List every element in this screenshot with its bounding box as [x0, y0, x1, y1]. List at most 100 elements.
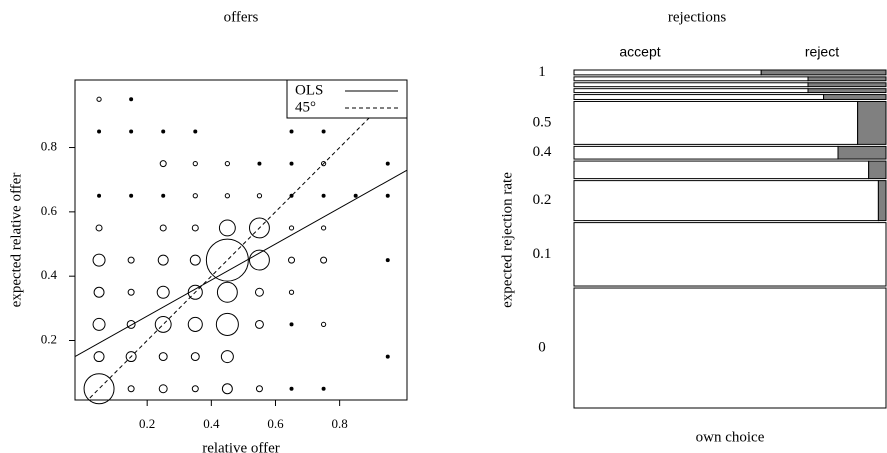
bubble — [129, 193, 134, 198]
x-tick-label: 0.6 — [267, 416, 284, 431]
bubble — [321, 129, 326, 134]
bubble — [289, 322, 294, 327]
bubble — [321, 386, 326, 391]
y-tick-label: 0.2 — [41, 331, 57, 346]
ols-line — [75, 169, 407, 358]
bubble — [189, 254, 201, 266]
bubble — [191, 385, 199, 393]
y-tick-label: 0.4 — [41, 267, 58, 282]
bubble — [187, 316, 203, 332]
bubble — [95, 224, 103, 232]
bubble — [221, 383, 233, 395]
spine-segment — [573, 69, 762, 76]
spine-segment — [573, 100, 859, 145]
spine-segment — [573, 222, 887, 287]
bubble — [154, 315, 172, 333]
chart-title: rejections — [668, 9, 726, 25]
bubble — [385, 258, 390, 263]
bubble — [127, 385, 135, 393]
bubble — [320, 256, 328, 264]
y-category-label: 1 — [538, 64, 546, 80]
bubble — [92, 253, 106, 267]
bubble — [83, 373, 115, 405]
bubble — [254, 319, 264, 329]
spine-segment — [868, 160, 887, 180]
spine-segment — [573, 88, 809, 94]
plot-frame — [74, 79, 408, 401]
y-category-label: 0.4 — [533, 144, 552, 160]
bubble — [248, 217, 270, 239]
bubble — [248, 249, 270, 271]
spine-segment — [573, 160, 870, 180]
y-tick-label: 0.8 — [41, 139, 57, 154]
x-axis-label: own choice — [696, 429, 765, 445]
legend-label: OLS — [295, 82, 323, 98]
y-category-label: 0.5 — [533, 114, 552, 130]
legend-label: 45° — [295, 99, 316, 115]
spine-segment — [877, 180, 887, 222]
bubble — [96, 96, 102, 102]
bubble — [159, 160, 167, 168]
y-category-label: 0 — [538, 339, 546, 355]
bubble — [161, 129, 166, 134]
bubble — [288, 289, 295, 295]
bubble — [187, 284, 203, 300]
x-tick-label: 0.8 — [332, 416, 348, 431]
bubble — [320, 225, 327, 231]
bubble — [385, 193, 390, 198]
bubble — [256, 193, 263, 199]
bubble — [190, 352, 200, 362]
bubble — [320, 321, 327, 328]
bubble — [385, 161, 390, 166]
spine-segment — [823, 94, 887, 100]
bubble — [158, 384, 168, 394]
bubble — [320, 160, 327, 167]
spine-segment — [573, 82, 809, 88]
y-category-label: 0.2 — [533, 192, 552, 208]
bubble — [129, 129, 134, 134]
spine-segment — [573, 94, 825, 100]
bubble — [215, 312, 239, 336]
bubble — [127, 256, 135, 264]
bubble — [224, 160, 230, 167]
bubble — [220, 350, 234, 364]
bubble — [156, 285, 170, 299]
spine-segment — [573, 180, 879, 222]
bubble — [321, 193, 326, 198]
bubble — [126, 319, 136, 329]
bubble — [93, 351, 105, 363]
spine-segment — [807, 88, 887, 94]
spine-segment — [807, 82, 887, 88]
y-category-label: 0.1 — [533, 246, 552, 262]
bubble — [192, 160, 198, 167]
spine-segment — [857, 100, 887, 145]
bubble — [216, 281, 238, 303]
chart-title: offers — [224, 9, 259, 25]
bubble — [289, 386, 294, 391]
bubble — [129, 97, 134, 102]
bubble — [97, 193, 102, 198]
column-label: reject — [805, 44, 839, 60]
bubble — [93, 286, 105, 298]
bubble — [254, 287, 264, 297]
bubble — [191, 224, 199, 232]
bubble — [127, 288, 135, 296]
bubble — [224, 193, 230, 199]
bubble — [288, 256, 296, 264]
bubble — [192, 193, 198, 199]
y-axis-label: expected relative offer — [8, 173, 24, 308]
bubble — [218, 219, 236, 237]
diagonal-line — [87, 80, 407, 400]
spine-segment — [573, 145, 839, 160]
column-label: accept — [619, 44, 660, 60]
bubble — [255, 385, 263, 393]
bubble — [289, 161, 294, 166]
bubble — [125, 351, 137, 363]
bubble — [161, 193, 166, 198]
bubble — [158, 352, 168, 362]
x-tick-label: 0.2 — [139, 416, 155, 431]
bubble — [257, 161, 262, 166]
bubble — [289, 193, 294, 198]
bubble — [385, 354, 390, 359]
